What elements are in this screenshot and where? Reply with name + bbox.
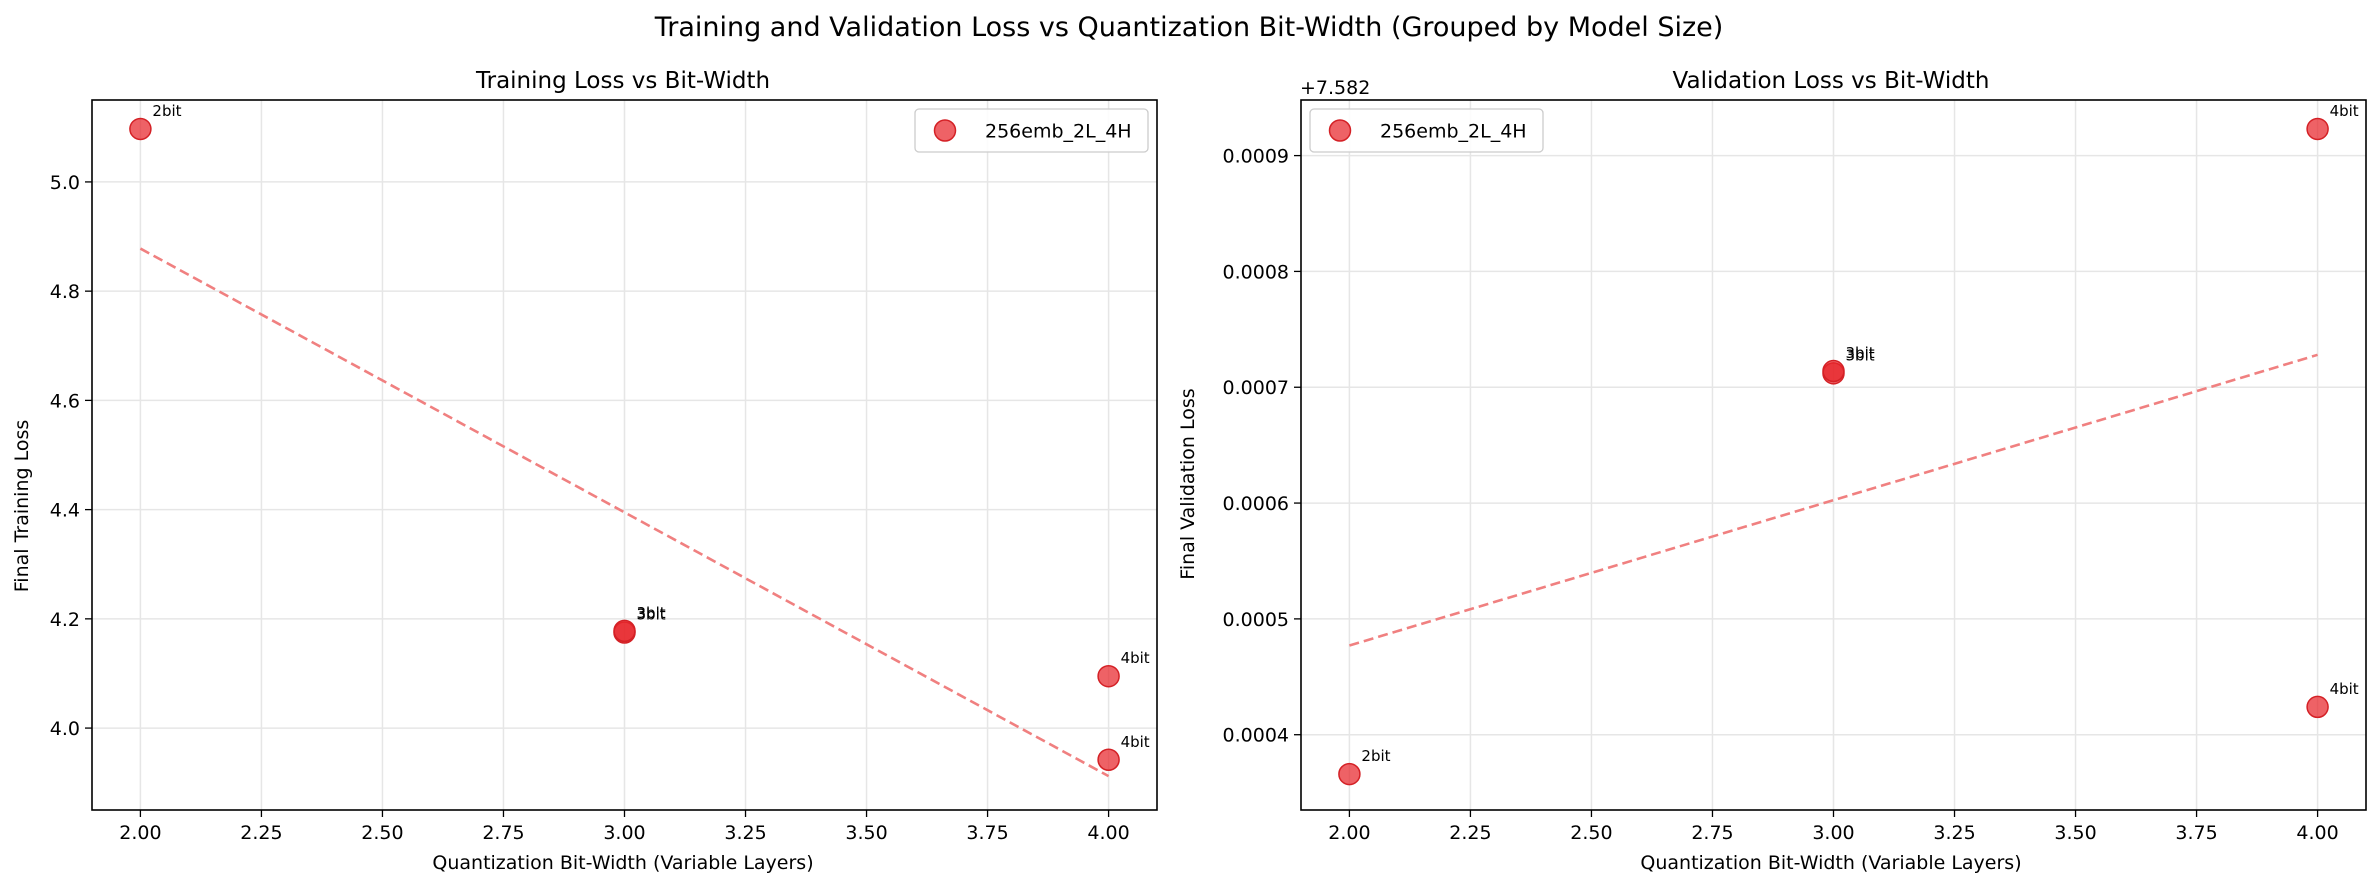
point-label: 4bit <box>1121 649 1150 667</box>
point-label: 3bit <box>1846 344 1875 362</box>
point-label: 2bit <box>1361 747 1390 765</box>
y-tick-label: 4.8 <box>50 281 80 303</box>
x-tick-label: 3.50 <box>2054 822 2096 844</box>
point-label: 3bit <box>637 606 666 624</box>
x-tick-label: 3.00 <box>603 822 645 844</box>
panel-title: Validation Loss vs Bit-Width <box>1673 68 1990 94</box>
data-point <box>1338 762 1361 786</box>
x-tick-label: 3.75 <box>2175 822 2217 844</box>
data-point <box>129 117 152 141</box>
training-loss-panel: Training Loss vs Bit-Width Quantization … <box>11 68 1158 874</box>
point-label: 4bit <box>1121 733 1150 751</box>
data-point <box>613 619 636 643</box>
point-label: 2bit <box>152 102 181 120</box>
y-tick-label: 0.0005 <box>1223 609 1289 631</box>
point-label: 4bit <box>2330 102 2359 120</box>
y-tick-label: 0.0007 <box>1223 377 1289 399</box>
x-tick-label: 3.25 <box>724 822 766 844</box>
data-point <box>2306 117 2329 141</box>
x-tick-label: 2.75 <box>482 822 524 844</box>
y-axis-label: Final Training Loss <box>11 420 33 593</box>
x-tick-label: 2.00 <box>1328 822 1370 844</box>
x-tick-label: 2.25 <box>1449 822 1491 844</box>
legend-label: 256emb_2L_4H <box>1380 121 1527 143</box>
y-tick-label: 4.0 <box>50 718 80 740</box>
y-tick-label: 0.0004 <box>1223 725 1289 747</box>
x-axis-label: Quantization Bit-Width (Variable Layers) <box>1640 852 2021 874</box>
panel-title: Training Loss vs Bit-Width <box>475 68 770 94</box>
legend: 256emb_2L_4H <box>914 108 1149 153</box>
x-tick-label: 3.50 <box>845 822 887 844</box>
x-axis-label: Quantization Bit-Width (Variable Layers) <box>432 852 813 874</box>
y-axis-label: Final Validation Loss <box>1177 388 1199 579</box>
figure-suptitle: Training and Validation Loss vs Quantiza… <box>654 12 1724 43</box>
data-point <box>1097 664 1120 688</box>
y-tick-label: 0.0009 <box>1223 146 1289 168</box>
data-point <box>1822 359 1845 383</box>
y-tick-label: 5.0 <box>50 172 80 194</box>
legend-box <box>1309 108 1544 153</box>
x-tick-label: 4.00 <box>1087 822 1129 844</box>
legend: 256emb_2L_4H <box>1309 108 1544 153</box>
trend-line <box>139 247 1110 778</box>
legend-marker <box>933 119 957 142</box>
trend-line <box>1349 353 2318 647</box>
x-tick-label: 3.75 <box>966 822 1008 844</box>
legend-label: 256emb_2L_4H <box>985 121 1132 143</box>
data-point <box>2306 695 2329 719</box>
legend-box <box>914 108 1149 153</box>
validation-loss-panel: Validation Loss vs Bit-Width Quantizatio… <box>1177 68 2367 874</box>
data-point <box>1097 748 1120 772</box>
point-label: 3bit <box>637 604 666 622</box>
point-label: 3bit <box>1846 346 1875 364</box>
x-tick-label: 2.00 <box>119 822 161 844</box>
y-tick-label: 4.6 <box>50 390 80 412</box>
y-offset-label: +7.582 <box>1300 77 1370 99</box>
x-tick-label: 2.50 <box>1570 822 1612 844</box>
y-tick-label: 4.4 <box>50 500 80 522</box>
x-tick-label: 2.50 <box>361 822 403 844</box>
x-tick-label: 3.25 <box>1933 822 1975 844</box>
point-label: 4bit <box>2330 680 2359 698</box>
x-tick-label: 2.25 <box>240 822 282 844</box>
x-tick-label: 2.75 <box>1691 822 1733 844</box>
x-tick-label: 3.00 <box>1812 822 1854 844</box>
y-tick-label: 0.0008 <box>1223 261 1289 283</box>
x-tick-label: 4.00 <box>2296 822 2338 844</box>
y-tick-label: 4.2 <box>50 609 80 631</box>
legend-marker <box>1328 119 1352 142</box>
y-tick-label: 0.0006 <box>1223 493 1289 515</box>
